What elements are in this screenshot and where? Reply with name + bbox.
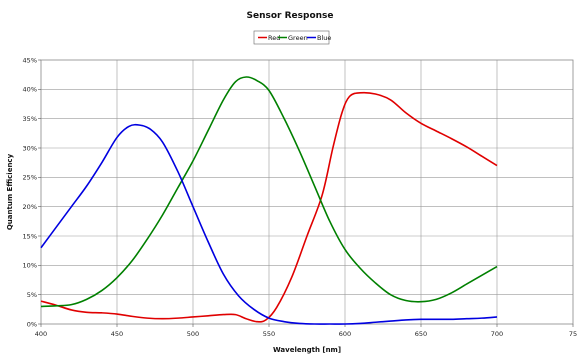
legend: Red Green Blue bbox=[253, 30, 331, 45]
series-line-green bbox=[40, 76, 498, 308]
x-axis-label: Wavelength [nm] bbox=[273, 346, 341, 354]
series-line-blue bbox=[40, 123, 498, 325]
series-line-red bbox=[40, 91, 498, 323]
x-tick-label: 650 bbox=[415, 330, 427, 338]
x-tick-label: 700 bbox=[491, 330, 503, 338]
y-tick-label: 15% bbox=[23, 232, 37, 240]
y-axis-label: Quantum Efficiency bbox=[6, 153, 14, 230]
y-tick-label: 10% bbox=[23, 262, 37, 270]
x-tick-label: 550 bbox=[263, 330, 275, 338]
y-tick-label: 40% bbox=[23, 86, 37, 94]
y-tick-label: 45% bbox=[23, 56, 37, 64]
x-tick-label: 450 bbox=[111, 330, 123, 338]
legend-label-green: Green bbox=[288, 34, 308, 42]
x-tick-label: 400 bbox=[35, 330, 47, 338]
grid bbox=[41, 60, 573, 324]
series-lines bbox=[40, 76, 498, 325]
plot-area-border bbox=[40, 59, 574, 325]
y-tick-label: 20% bbox=[23, 203, 37, 211]
x-tick-label: 600 bbox=[339, 330, 351, 338]
y-tick-label: 0% bbox=[27, 320, 37, 328]
x-tick-label: 75 bbox=[569, 330, 577, 338]
legend-label-red: Red bbox=[268, 34, 280, 42]
y-tick-label: 35% bbox=[23, 115, 37, 123]
y-tick-label: 25% bbox=[23, 174, 37, 182]
y-tick-label: 30% bbox=[23, 144, 37, 152]
x-tick-label: 500 bbox=[187, 330, 199, 338]
legend-label-blue: Blue bbox=[317, 34, 331, 42]
x-axis-ticks: 400 450 500 550 600 650 700 75 bbox=[35, 324, 577, 338]
y-axis-ticks: 0% 5% 10% 15% 20% 25% 30% 35% 40% 45% bbox=[23, 56, 41, 328]
chart-title: Sensor Response bbox=[247, 11, 334, 21]
y-tick-label: 5% bbox=[27, 291, 37, 299]
legend-box bbox=[253, 30, 330, 45]
